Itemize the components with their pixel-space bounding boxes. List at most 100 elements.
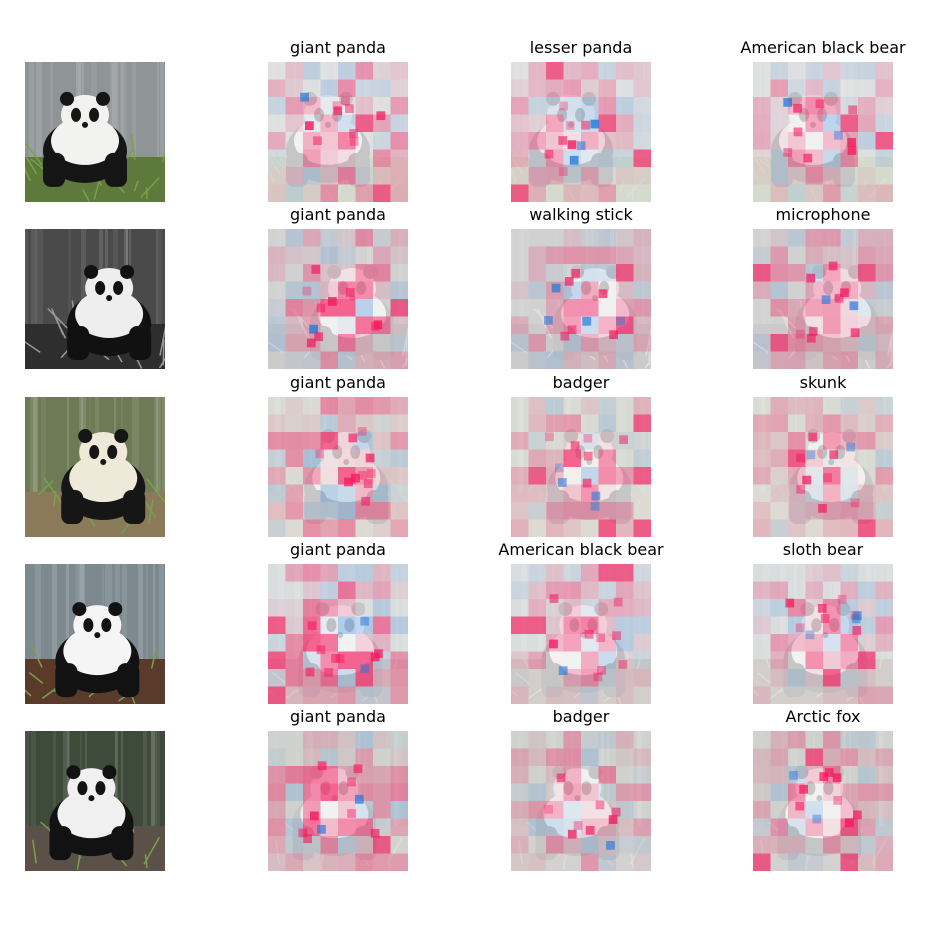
heatmap-cell xyxy=(563,281,581,299)
heatmap-cell xyxy=(840,484,858,502)
heatmap-cell xyxy=(563,414,581,432)
heatmap-cell xyxy=(812,814,822,824)
heatmap-cell xyxy=(616,669,634,687)
heatmap-cell xyxy=(770,229,788,247)
heatmap-cell xyxy=(819,772,829,781)
heatmap-cell xyxy=(563,97,581,115)
heatmap-cell xyxy=(373,397,391,415)
heatmap-cell xyxy=(788,432,806,450)
heatmap-cell xyxy=(823,484,841,502)
heatmap-cell xyxy=(581,62,599,80)
heatmap-cell xyxy=(528,853,546,871)
heatmap-cell xyxy=(840,502,858,520)
heatmap-cell xyxy=(373,184,391,202)
attribution-heatmap xyxy=(268,397,408,537)
heatmap-cell xyxy=(285,184,303,202)
heatmap-cell xyxy=(823,167,841,185)
heatmap-cell xyxy=(563,564,581,582)
heatmap-cell xyxy=(268,264,286,282)
heatmap-cell xyxy=(528,414,546,432)
heatmap-cell xyxy=(840,432,858,450)
heatmap-cell xyxy=(633,334,651,352)
heatmap-cell xyxy=(846,442,856,452)
heatmap-cell xyxy=(832,773,842,783)
heatmap-cell xyxy=(606,841,615,850)
heatmap-cell xyxy=(875,299,893,317)
heatmap-cell xyxy=(858,766,876,784)
heatmap-cell xyxy=(858,432,876,450)
heatmap-cell xyxy=(546,167,564,185)
heatmap-cell xyxy=(598,229,616,247)
heatmap-cell xyxy=(285,634,303,652)
heatmap-cell xyxy=(355,79,373,97)
heatmap-cell xyxy=(875,502,893,520)
heatmap-cell xyxy=(595,800,605,810)
heatmap-cell xyxy=(633,449,651,467)
heatmap-cell xyxy=(616,132,634,150)
heatmap-cell xyxy=(616,62,634,80)
heatmap-cell xyxy=(338,766,356,784)
heatmap-cell xyxy=(528,818,546,836)
heatmap-cell xyxy=(581,229,599,247)
class-title: microphone xyxy=(775,205,871,224)
heatmap-cell xyxy=(875,783,893,801)
heatmap-cell xyxy=(608,815,618,824)
heatmap-cell xyxy=(338,853,356,871)
heatmap-cell xyxy=(808,327,818,336)
heatmap-cell xyxy=(511,184,529,202)
heatmap-cell xyxy=(528,334,546,352)
heatmap-cell xyxy=(355,334,373,352)
heatmap-cell xyxy=(373,599,391,617)
heatmap-cell xyxy=(373,783,391,801)
heatmap-cell xyxy=(285,502,303,520)
heatmap-cell xyxy=(581,836,599,854)
heatmap-cell xyxy=(338,132,356,150)
heatmap-cell xyxy=(808,432,818,442)
heatmap-cell xyxy=(511,484,529,502)
heatmap-cell xyxy=(390,519,408,537)
heatmap-cell xyxy=(840,783,858,801)
heatmap-cell xyxy=(390,581,408,599)
heatmap-cell xyxy=(390,351,408,369)
heatmap-cell xyxy=(753,167,771,185)
heatmap-cell xyxy=(616,836,634,854)
heatmap-cell xyxy=(793,103,802,113)
heatmap-cell xyxy=(563,519,581,537)
heatmap-cell xyxy=(788,467,806,485)
heatmap-cell xyxy=(806,273,816,283)
heatmap-cell xyxy=(390,414,408,432)
attribution-heatmap xyxy=(268,731,408,871)
heatmap-cell xyxy=(320,783,338,801)
panda-photo-5 xyxy=(25,731,165,871)
heatmap-cell xyxy=(853,810,862,820)
heatmap-cell xyxy=(598,351,616,369)
heatmap-cell xyxy=(546,599,564,617)
heatmap-cell xyxy=(310,811,319,821)
heatmap-cell xyxy=(528,184,546,202)
heatmap-cell xyxy=(373,836,391,854)
heatmap-cell xyxy=(303,519,321,537)
heatmap-cell xyxy=(373,79,391,97)
heatmap-cell xyxy=(805,449,823,467)
heatmap-cell xyxy=(511,432,529,450)
heatmap-cell xyxy=(303,783,321,801)
heatmap-cell xyxy=(805,114,823,132)
heatmap-cell xyxy=(770,397,788,415)
heatmap-cell xyxy=(338,519,356,537)
heatmap-cell xyxy=(596,633,606,643)
heatmap-cell xyxy=(373,246,391,264)
heatmap-cell xyxy=(563,484,581,502)
heatmap-cell xyxy=(363,479,373,489)
heatmap-cell xyxy=(355,167,373,185)
heatmap-cell xyxy=(581,616,599,634)
heatmap-cell xyxy=(616,316,634,334)
heatmap-cell xyxy=(373,132,391,150)
heatmap-cell xyxy=(320,616,338,634)
heatmap-cell xyxy=(390,229,408,247)
heatmap-cell xyxy=(511,669,529,687)
heatmap-cell xyxy=(354,795,364,804)
heatmap-cell xyxy=(390,748,408,766)
heatmap-cell xyxy=(633,616,651,634)
heatmap-cell xyxy=(351,473,360,483)
